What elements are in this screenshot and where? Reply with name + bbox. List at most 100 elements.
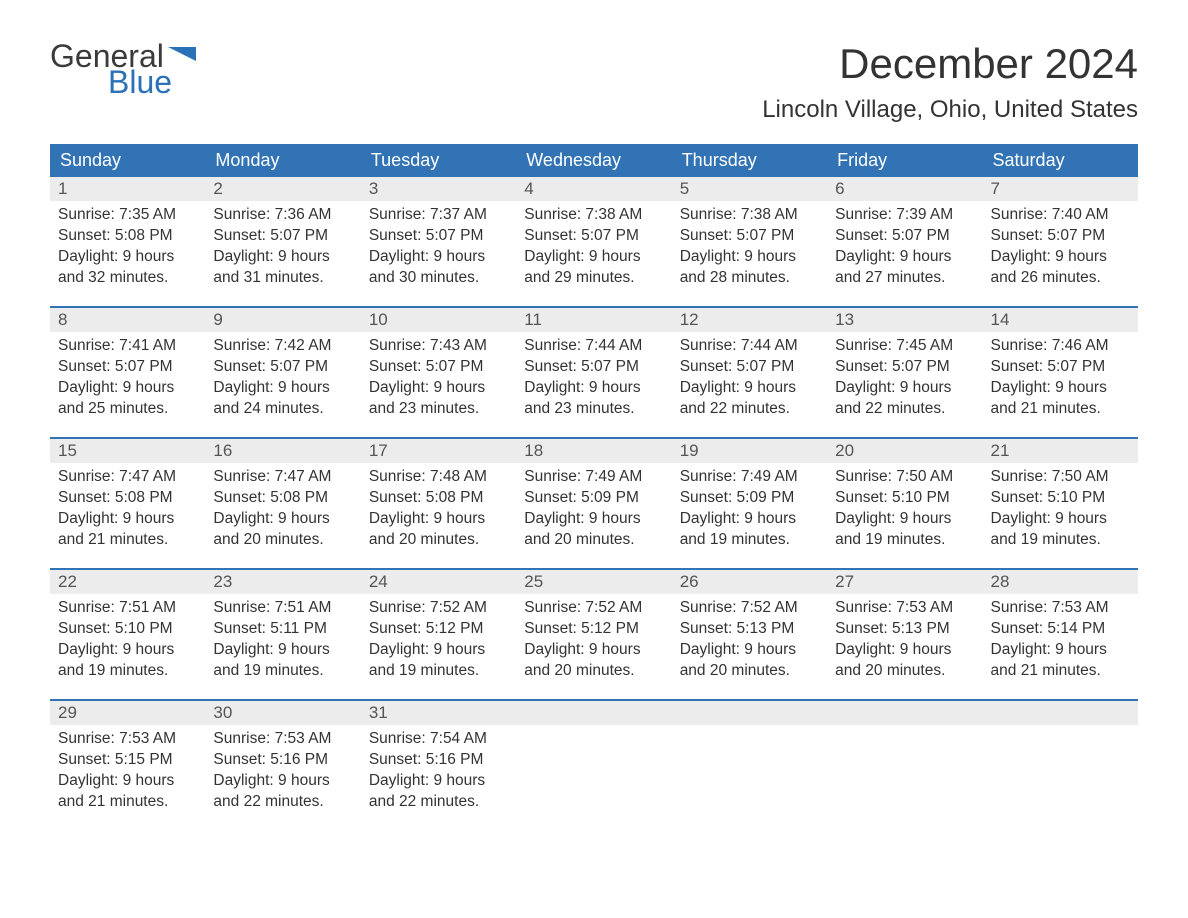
day-number: 12	[672, 308, 827, 332]
day-number: 27	[827, 570, 982, 594]
sunrise-line: Sunrise: 7:38 AM	[680, 205, 819, 226]
sunrise-line: Sunrise: 7:51 AM	[213, 598, 352, 619]
day-header-row: SundayMondayTuesdayWednesdayThursdayFrid…	[50, 144, 1138, 177]
daylight-line: Daylight: 9 hours and 19 minutes.	[680, 509, 819, 551]
day-body: Sunrise: 7:40 AMSunset: 5:07 PMDaylight:…	[983, 201, 1138, 299]
day-number: 7	[983, 177, 1138, 201]
sunrise-line: Sunrise: 7:49 AM	[524, 467, 663, 488]
day-body: Sunrise: 7:49 AMSunset: 5:09 PMDaylight:…	[516, 463, 671, 561]
sunset-line: Sunset: 5:16 PM	[213, 750, 352, 771]
day-header: Tuesday	[361, 144, 516, 177]
day-number: 11	[516, 308, 671, 332]
calendar-day	[672, 701, 827, 831]
sunset-line: Sunset: 5:07 PM	[991, 357, 1130, 378]
day-number: 2	[205, 177, 360, 201]
sunrise-line: Sunrise: 7:41 AM	[58, 336, 197, 357]
day-number: 20	[827, 439, 982, 463]
day-body: Sunrise: 7:47 AMSunset: 5:08 PMDaylight:…	[205, 463, 360, 561]
calendar-week: 29Sunrise: 7:53 AMSunset: 5:15 PMDayligh…	[50, 701, 1138, 831]
day-body: Sunrise: 7:37 AMSunset: 5:07 PMDaylight:…	[361, 201, 516, 299]
sunset-line: Sunset: 5:07 PM	[369, 226, 508, 247]
sunset-line: Sunset: 5:12 PM	[524, 619, 663, 640]
day-body: Sunrise: 7:54 AMSunset: 5:16 PMDaylight:…	[361, 725, 516, 823]
calendar-day: 18Sunrise: 7:49 AMSunset: 5:09 PMDayligh…	[516, 439, 671, 569]
calendar-day	[516, 701, 671, 831]
daylight-line: Daylight: 9 hours and 28 minutes.	[680, 247, 819, 289]
sunrise-line: Sunrise: 7:53 AM	[835, 598, 974, 619]
daylight-line: Daylight: 9 hours and 21 minutes.	[58, 771, 197, 813]
sunset-line: Sunset: 5:07 PM	[524, 357, 663, 378]
daylight-line: Daylight: 9 hours and 21 minutes.	[991, 640, 1130, 682]
calendar-day: 10Sunrise: 7:43 AMSunset: 5:07 PMDayligh…	[361, 308, 516, 438]
daylight-line: Daylight: 9 hours and 22 minutes.	[680, 378, 819, 420]
day-number: 5	[672, 177, 827, 201]
sunrise-line: Sunrise: 7:49 AM	[680, 467, 819, 488]
sunset-line: Sunset: 5:07 PM	[213, 226, 352, 247]
calendar-week: 22Sunrise: 7:51 AMSunset: 5:10 PMDayligh…	[50, 570, 1138, 700]
calendar-day	[827, 701, 982, 831]
daylight-line: Daylight: 9 hours and 20 minutes.	[524, 509, 663, 551]
daylight-line: Daylight: 9 hours and 20 minutes.	[680, 640, 819, 682]
day-body: Sunrise: 7:35 AMSunset: 5:08 PMDaylight:…	[50, 201, 205, 299]
sunrise-line: Sunrise: 7:50 AM	[835, 467, 974, 488]
daylight-line: Daylight: 9 hours and 27 minutes.	[835, 247, 974, 289]
day-body: Sunrise: 7:38 AMSunset: 5:07 PMDaylight:…	[672, 201, 827, 299]
calendar-day: 15Sunrise: 7:47 AMSunset: 5:08 PMDayligh…	[50, 439, 205, 569]
calendar-day: 30Sunrise: 7:53 AMSunset: 5:16 PMDayligh…	[205, 701, 360, 831]
brand-logo: General Blue	[50, 40, 196, 98]
calendar-day: 29Sunrise: 7:53 AMSunset: 5:15 PMDayligh…	[50, 701, 205, 831]
day-body: Sunrise: 7:44 AMSunset: 5:07 PMDaylight:…	[672, 332, 827, 430]
day-number: 6	[827, 177, 982, 201]
daylight-line: Daylight: 9 hours and 23 minutes.	[524, 378, 663, 420]
sunset-line: Sunset: 5:13 PM	[680, 619, 819, 640]
daylight-line: Daylight: 9 hours and 21 minutes.	[58, 509, 197, 551]
sunset-line: Sunset: 5:08 PM	[213, 488, 352, 509]
day-header: Sunday	[50, 144, 205, 177]
calendar-day: 11Sunrise: 7:44 AMSunset: 5:07 PMDayligh…	[516, 308, 671, 438]
day-body: Sunrise: 7:52 AMSunset: 5:13 PMDaylight:…	[672, 594, 827, 692]
sunrise-line: Sunrise: 7:53 AM	[991, 598, 1130, 619]
day-body: Sunrise: 7:45 AMSunset: 5:07 PMDaylight:…	[827, 332, 982, 430]
sunset-line: Sunset: 5:07 PM	[369, 357, 508, 378]
calendar-day: 20Sunrise: 7:50 AMSunset: 5:10 PMDayligh…	[827, 439, 982, 569]
brand-word-2: Blue	[108, 66, 196, 98]
sunrise-line: Sunrise: 7:47 AM	[213, 467, 352, 488]
calendar-week: 8Sunrise: 7:41 AMSunset: 5:07 PMDaylight…	[50, 308, 1138, 438]
calendar-day: 19Sunrise: 7:49 AMSunset: 5:09 PMDayligh…	[672, 439, 827, 569]
day-body: Sunrise: 7:48 AMSunset: 5:08 PMDaylight:…	[361, 463, 516, 561]
sunset-line: Sunset: 5:07 PM	[835, 357, 974, 378]
day-number: 25	[516, 570, 671, 594]
day-number: 17	[361, 439, 516, 463]
sunrise-line: Sunrise: 7:50 AM	[991, 467, 1130, 488]
sunset-line: Sunset: 5:07 PM	[213, 357, 352, 378]
sunrise-line: Sunrise: 7:45 AM	[835, 336, 974, 357]
day-number: 16	[205, 439, 360, 463]
day-number: 4	[516, 177, 671, 201]
calendar-day: 14Sunrise: 7:46 AMSunset: 5:07 PMDayligh…	[983, 308, 1138, 438]
day-body: Sunrise: 7:38 AMSunset: 5:07 PMDaylight:…	[516, 201, 671, 299]
day-body: Sunrise: 7:53 AMSunset: 5:14 PMDaylight:…	[983, 594, 1138, 692]
sunrise-line: Sunrise: 7:52 AM	[369, 598, 508, 619]
calendar-day: 21Sunrise: 7:50 AMSunset: 5:10 PMDayligh…	[983, 439, 1138, 569]
sunset-line: Sunset: 5:14 PM	[991, 619, 1130, 640]
sunset-line: Sunset: 5:08 PM	[58, 226, 197, 247]
sunset-line: Sunset: 5:08 PM	[58, 488, 197, 509]
day-number: 24	[361, 570, 516, 594]
sunrise-line: Sunrise: 7:39 AM	[835, 205, 974, 226]
sunset-line: Sunset: 5:07 PM	[680, 226, 819, 247]
daylight-line: Daylight: 9 hours and 19 minutes.	[58, 640, 197, 682]
day-body: Sunrise: 7:42 AMSunset: 5:07 PMDaylight:…	[205, 332, 360, 430]
day-number-empty	[827, 701, 982, 725]
sunrise-line: Sunrise: 7:43 AM	[369, 336, 508, 357]
sunset-line: Sunset: 5:09 PM	[524, 488, 663, 509]
daylight-line: Daylight: 9 hours and 20 minutes.	[213, 509, 352, 551]
calendar-day: 6Sunrise: 7:39 AMSunset: 5:07 PMDaylight…	[827, 177, 982, 307]
sunset-line: Sunset: 5:07 PM	[991, 226, 1130, 247]
calendar-day: 22Sunrise: 7:51 AMSunset: 5:10 PMDayligh…	[50, 570, 205, 700]
daylight-line: Daylight: 9 hours and 29 minutes.	[524, 247, 663, 289]
daylight-line: Daylight: 9 hours and 22 minutes.	[369, 771, 508, 813]
sunrise-line: Sunrise: 7:36 AM	[213, 205, 352, 226]
sunrise-line: Sunrise: 7:46 AM	[991, 336, 1130, 357]
sunrise-line: Sunrise: 7:54 AM	[369, 729, 508, 750]
day-number: 14	[983, 308, 1138, 332]
